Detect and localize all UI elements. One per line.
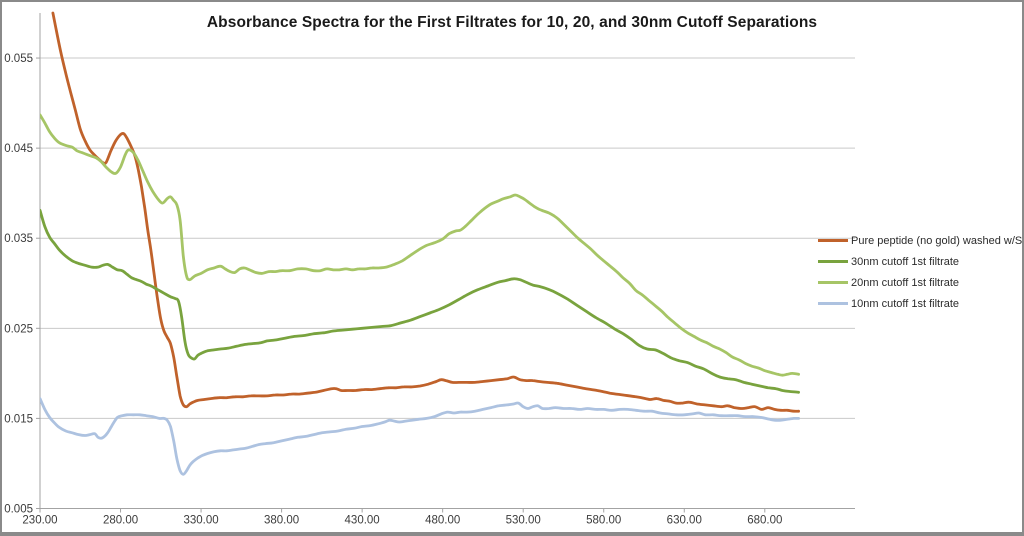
y-tick-label: 0.035 xyxy=(4,233,33,245)
legend-item: Pure peptide (no gold) washed w/SPB xyxy=(818,230,1024,251)
legend-swatch xyxy=(818,239,848,242)
y-tick-label: 0.055 xyxy=(4,53,33,65)
x-tick-label: 580.00 xyxy=(586,515,621,527)
series-line-10nm-cutoff-1st-filtrate xyxy=(40,397,800,476)
chart-legend: Pure peptide (no gold) washed w/SPB 30nm … xyxy=(818,230,1024,314)
x-tick-label: 630.00 xyxy=(667,515,702,527)
x-tick-label: 380.00 xyxy=(264,515,299,527)
legend-label: 20nm cutoff 1st filtrate xyxy=(851,276,960,289)
series-line-30nm-cutoff-1st-filtrate xyxy=(40,208,800,394)
legend-swatch xyxy=(818,302,848,305)
x-tick-label: 280.00 xyxy=(103,515,138,527)
series-line-20nm-cutoff-1st-filtrate xyxy=(40,113,800,377)
legend-label: Pure peptide (no gold) washed w/SPB xyxy=(851,234,1024,247)
x-tick-label: 680.00 xyxy=(747,515,782,527)
x-tick-label: 330.00 xyxy=(183,515,218,527)
y-tick-label: 0.005 xyxy=(4,504,33,516)
x-tick-label: 480.00 xyxy=(425,515,460,527)
x-tick-label: 530.00 xyxy=(506,515,541,527)
legend-label: 10nm cutoff 1st filtrate xyxy=(851,297,960,310)
series-line-pure-peptide-no-gold-washed-w-spb xyxy=(51,11,800,413)
legend-label: 30nm cutoff 1st filtrate xyxy=(851,255,960,268)
legend-item: 30nm cutoff 1st filtrate xyxy=(818,251,1022,272)
legend-swatch xyxy=(818,281,848,284)
y-tick-label: 0.045 xyxy=(4,143,33,155)
y-tick-label: 0.015 xyxy=(4,413,33,425)
legend-item: 10nm cutoff 1st filtrate xyxy=(818,293,1022,314)
legend-item: 20nm cutoff 1st filtrate xyxy=(818,272,1022,293)
legend-swatch xyxy=(818,260,848,263)
chart-title: Absorbance Spectra for the First Filtrat… xyxy=(206,14,818,31)
y-tick-label: 0.025 xyxy=(4,323,33,335)
x-tick-label: 230.00 xyxy=(22,515,57,527)
x-tick-label: 430.00 xyxy=(345,515,380,527)
